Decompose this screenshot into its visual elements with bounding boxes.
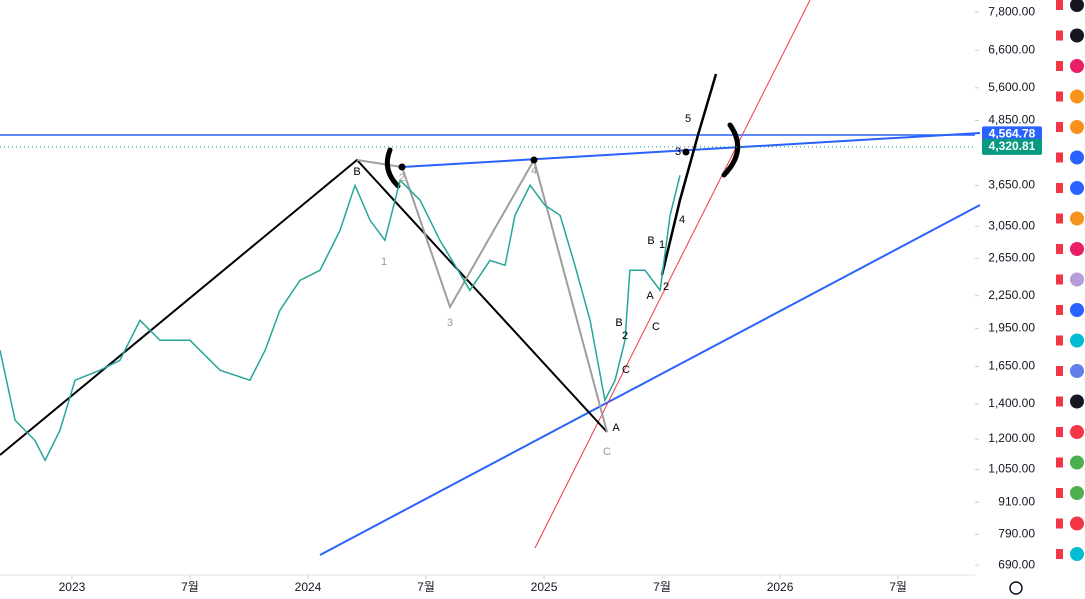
x-tick-label: 2026 <box>767 580 794 594</box>
price-line <box>0 175 681 462</box>
flag-icon <box>1056 457 1063 468</box>
drawings <box>0 0 981 556</box>
x-tick-label: 2025 <box>531 580 558 594</box>
x-tick-label: 2023 <box>59 580 86 594</box>
y-tick-label: 3,650.00 <box>988 178 1035 192</box>
wave-label: 2 <box>399 172 405 184</box>
flag-icon <box>1056 305 1063 315</box>
y-tick-label: 2,250.00 <box>988 288 1035 302</box>
wave-label: 5 <box>685 113 691 125</box>
symbol-icon <box>1070 486 1084 500</box>
flag-icon <box>1056 0 1063 10</box>
symbol-icon <box>1070 211 1084 226</box>
settings-icon[interactable] <box>1009 581 1023 595</box>
y-tick-label: 1,200.00 <box>988 431 1035 445</box>
price-label-bg <box>982 138 1042 155</box>
wave-label: B <box>647 235 654 247</box>
wave-label: 2 <box>663 281 669 293</box>
flag-icon <box>1056 122 1063 132</box>
wave-label: 2 <box>622 330 628 342</box>
symbol-icon <box>1070 394 1084 409</box>
symbol-icon <box>1070 303 1084 317</box>
flag-icon <box>1056 183 1063 193</box>
flag-icon <box>1056 91 1063 102</box>
wave-line <box>0 158 608 456</box>
price-label: 4,564.78 <box>989 127 1036 141</box>
symbol-icon <box>1070 120 1084 134</box>
trend-line <box>319 204 981 556</box>
y-tick-label: 1,400.00 <box>988 396 1035 410</box>
wave-label: C <box>652 321 660 333</box>
point <box>398 163 406 171</box>
trend-line <box>534 0 811 549</box>
x-tick-label: 7월 <box>653 580 671 594</box>
price-label-bg <box>982 126 1042 143</box>
symbol-icon <box>1070 0 1084 12</box>
symbol-icon <box>1070 364 1084 378</box>
y-tick-label: 3,050.00 <box>988 219 1035 233</box>
wave-label: A <box>646 290 654 302</box>
flag-icon <box>1056 152 1063 163</box>
wave-label: 3 <box>675 146 681 158</box>
y-tick-label: 690.00 <box>998 557 1035 571</box>
wave-label: 3 <box>447 317 453 329</box>
wave-label: C <box>622 364 630 376</box>
flag-icon <box>1056 244 1063 254</box>
bracket <box>721 122 741 178</box>
flag-icon <box>1056 396 1063 407</box>
symbol-icon <box>1070 150 1084 165</box>
symbol-icon <box>1070 181 1084 195</box>
wave-label: 1 <box>659 239 665 251</box>
wave-label: B <box>615 317 622 329</box>
y-tick-label: 2,650.00 <box>988 251 1035 265</box>
symbol-icon <box>1070 242 1084 256</box>
symbol-icon <box>1070 547 1084 561</box>
flag-icon <box>1056 335 1063 346</box>
symbol-icon <box>1070 59 1084 73</box>
y-tick-label: 4,850.00 <box>988 113 1035 127</box>
flag-icon <box>1056 61 1063 71</box>
wave-label: 4 <box>679 214 685 226</box>
y-tick-label: 910.00 <box>998 494 1035 508</box>
symbol-icon <box>1070 516 1084 531</box>
wave-line <box>660 73 718 276</box>
x-tick-label: 2024 <box>295 580 322 594</box>
flag-icon <box>1056 274 1063 285</box>
symbol-icon <box>1070 333 1084 348</box>
x-tick-label: 7월 <box>181 580 199 594</box>
wave-label: A <box>612 422 620 434</box>
sidebar-bg <box>1050 0 1085 599</box>
wave-label: B <box>353 166 360 178</box>
y-tick-label: 1,650.00 <box>988 359 1035 373</box>
symbol-icon <box>1070 455 1084 470</box>
y-tick-label: 1,950.00 <box>988 321 1035 335</box>
price-label: 4,320.81 <box>989 139 1036 153</box>
trend-line <box>401 132 981 168</box>
y-tick-label: 5,600.00 <box>988 80 1035 94</box>
wave-label: C <box>603 446 611 458</box>
y-tick-label: 790.00 <box>998 527 1035 541</box>
flag-icon <box>1056 30 1063 41</box>
symbol-icon <box>1070 28 1084 43</box>
bracket <box>384 147 401 189</box>
flag-icon <box>1056 427 1063 437</box>
symbol-icon <box>1070 272 1084 287</box>
y-tick-label: 1,050.00 <box>988 462 1035 476</box>
wave-label: 1 <box>381 256 387 268</box>
y-tick-label: 7,800.00 <box>988 4 1035 18</box>
symbol-icon <box>1070 425 1084 439</box>
wave-label: 4 <box>531 165 537 177</box>
flag-icon <box>1056 518 1063 529</box>
point <box>682 148 690 156</box>
symbol-icon <box>1070 89 1084 104</box>
flag-icon <box>1056 488 1063 498</box>
flag-icon <box>1056 549 1063 559</box>
x-tick-label: 7월 <box>417 580 435 594</box>
x-tick-label: 7월 <box>889 580 907 594</box>
point <box>530 156 538 164</box>
y-tick-label: 6,600.00 <box>988 42 1035 56</box>
flag-icon <box>1056 213 1063 224</box>
flag-icon <box>1056 366 1063 376</box>
